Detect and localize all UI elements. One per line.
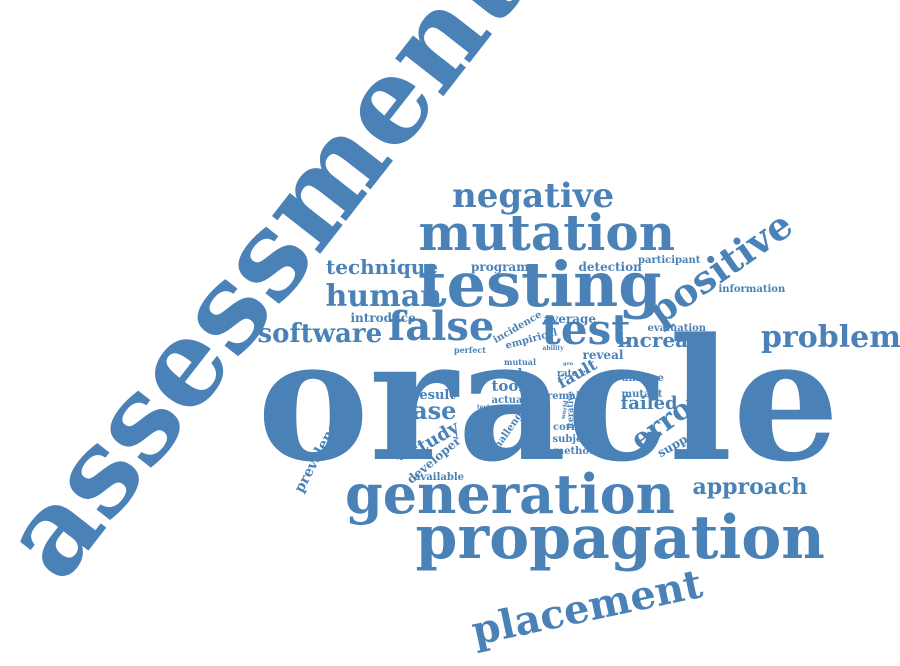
word-perfect: perfect [454,345,486,355]
word-low: low [580,368,590,375]
word-human: human [325,279,443,314]
word-increase: increase [617,328,713,352]
word-rate: rate [557,368,578,379]
word-correct: correct [553,422,594,433]
word-software: software [257,319,383,349]
word-real: real [494,366,523,382]
word-participant: participant [638,255,701,266]
word-gen: gen [563,360,574,367]
word-analyse: analyse [622,373,664,384]
word-negative: negative [452,176,615,216]
word-average: average [543,312,597,326]
word-tool: tool [491,376,525,395]
word-reveal: reveal [582,348,624,362]
word-subject: subject [552,434,594,445]
word-problem: problem [761,320,900,355]
word-ability: ability [542,345,564,352]
word-automated: automated [392,381,408,461]
word-actual: actual [491,395,527,406]
word-generation: generation [345,462,675,526]
word-program: program [471,260,529,274]
word-mutual: mutual [504,357,537,367]
word-evaluation: evaluation [647,323,707,334]
word-propagation: propagation [415,503,825,573]
word-detection: detection [578,260,642,274]
word-technique: technique [326,255,439,279]
word-failed: failed [620,393,678,414]
word-case: case [397,396,457,425]
word-testing: testing [418,248,662,321]
word-introduce: introduce [350,311,416,325]
word-result: result [412,387,456,403]
word-remain: remain [547,391,587,402]
word-tester: tester [477,404,497,411]
word-oracle: oracle [257,301,840,499]
word-method: method [553,446,597,457]
word-approach: approach [692,474,808,500]
word-mutation: mutation [418,203,676,262]
word-placement: placement [467,560,707,655]
word-false: false [388,303,495,350]
word-test: test [541,305,631,354]
word-information: information [718,284,786,295]
word-available: available [414,472,464,483]
word-mutant: mutant [621,389,663,400]
